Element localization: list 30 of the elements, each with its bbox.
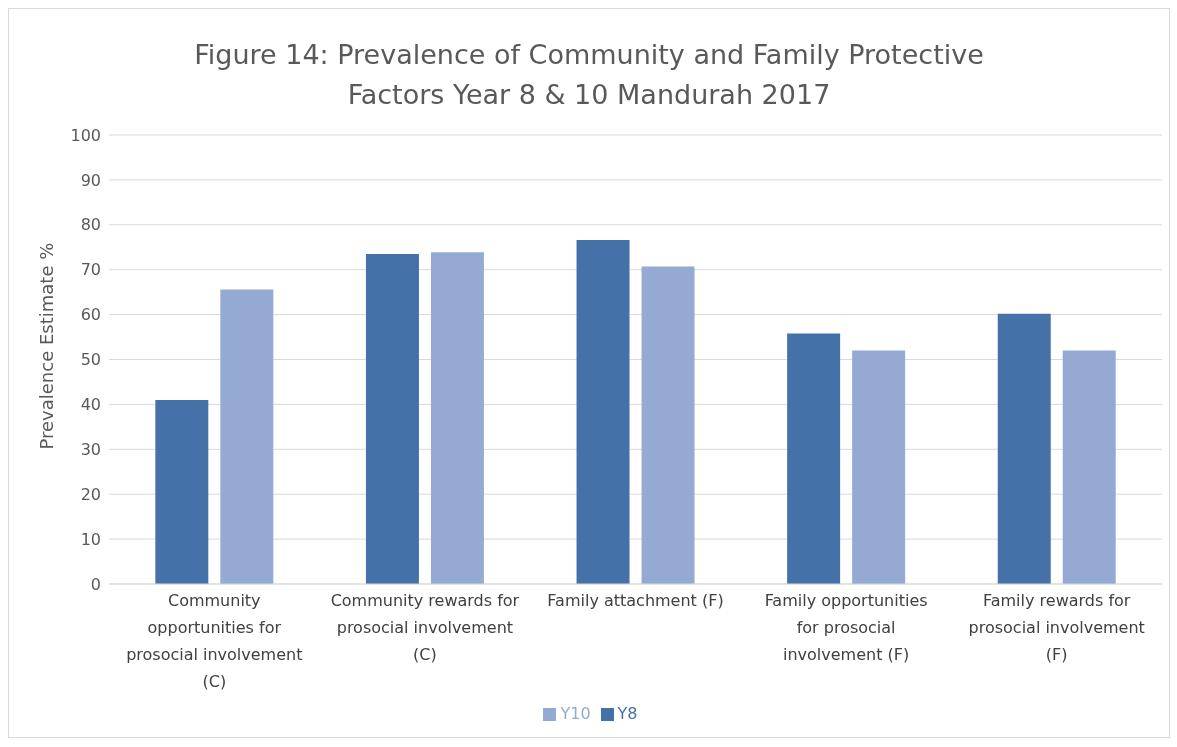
bar (155, 399, 209, 584)
y-tick-label: 0 (90, 574, 101, 594)
bar (365, 253, 419, 584)
legend-label: Y8 (617, 704, 638, 723)
x-tick-label: Community rewards for prosocial involvement (C) (330, 591, 520, 664)
bar (430, 252, 484, 584)
bar (220, 289, 274, 584)
y-tick-label: 60 (80, 305, 101, 325)
y-tick-label: 100 (70, 125, 101, 145)
y-tick-label: 90 (80, 170, 101, 190)
bar (852, 350, 906, 584)
y-tick-label: 20 (80, 484, 101, 504)
x-tick-label: Community opportunities for prosocial involvement (C) (126, 591, 303, 691)
bar (787, 333, 841, 584)
y-tick-label: 80 (80, 215, 101, 235)
y-tick-label: 30 (80, 439, 101, 459)
x-tick-label: Family opportunities for prosocial involvement (F) (764, 591, 928, 664)
bar (641, 266, 695, 584)
y-tick-label: 10 (80, 529, 101, 549)
bar (1062, 350, 1116, 584)
x-tick-label: Family attachment (F) (547, 591, 724, 610)
y-axis-title: Prevalence Estimate % (36, 242, 58, 450)
bar (997, 313, 1051, 584)
y-tick-label: 40 (80, 395, 101, 415)
bar (576, 240, 630, 584)
legend-label: Y10 (560, 704, 591, 723)
x-tick-label: Family rewards for prosocial involvement (F) (968, 591, 1145, 664)
y-tick-label: 70 (80, 260, 101, 280)
y-tick-label: 50 (80, 350, 101, 370)
chart-title: Figure 14: Prevalence of Community and Family Protective Factors Year 8 & 10 Mandurah 2017 (193, 38, 985, 112)
